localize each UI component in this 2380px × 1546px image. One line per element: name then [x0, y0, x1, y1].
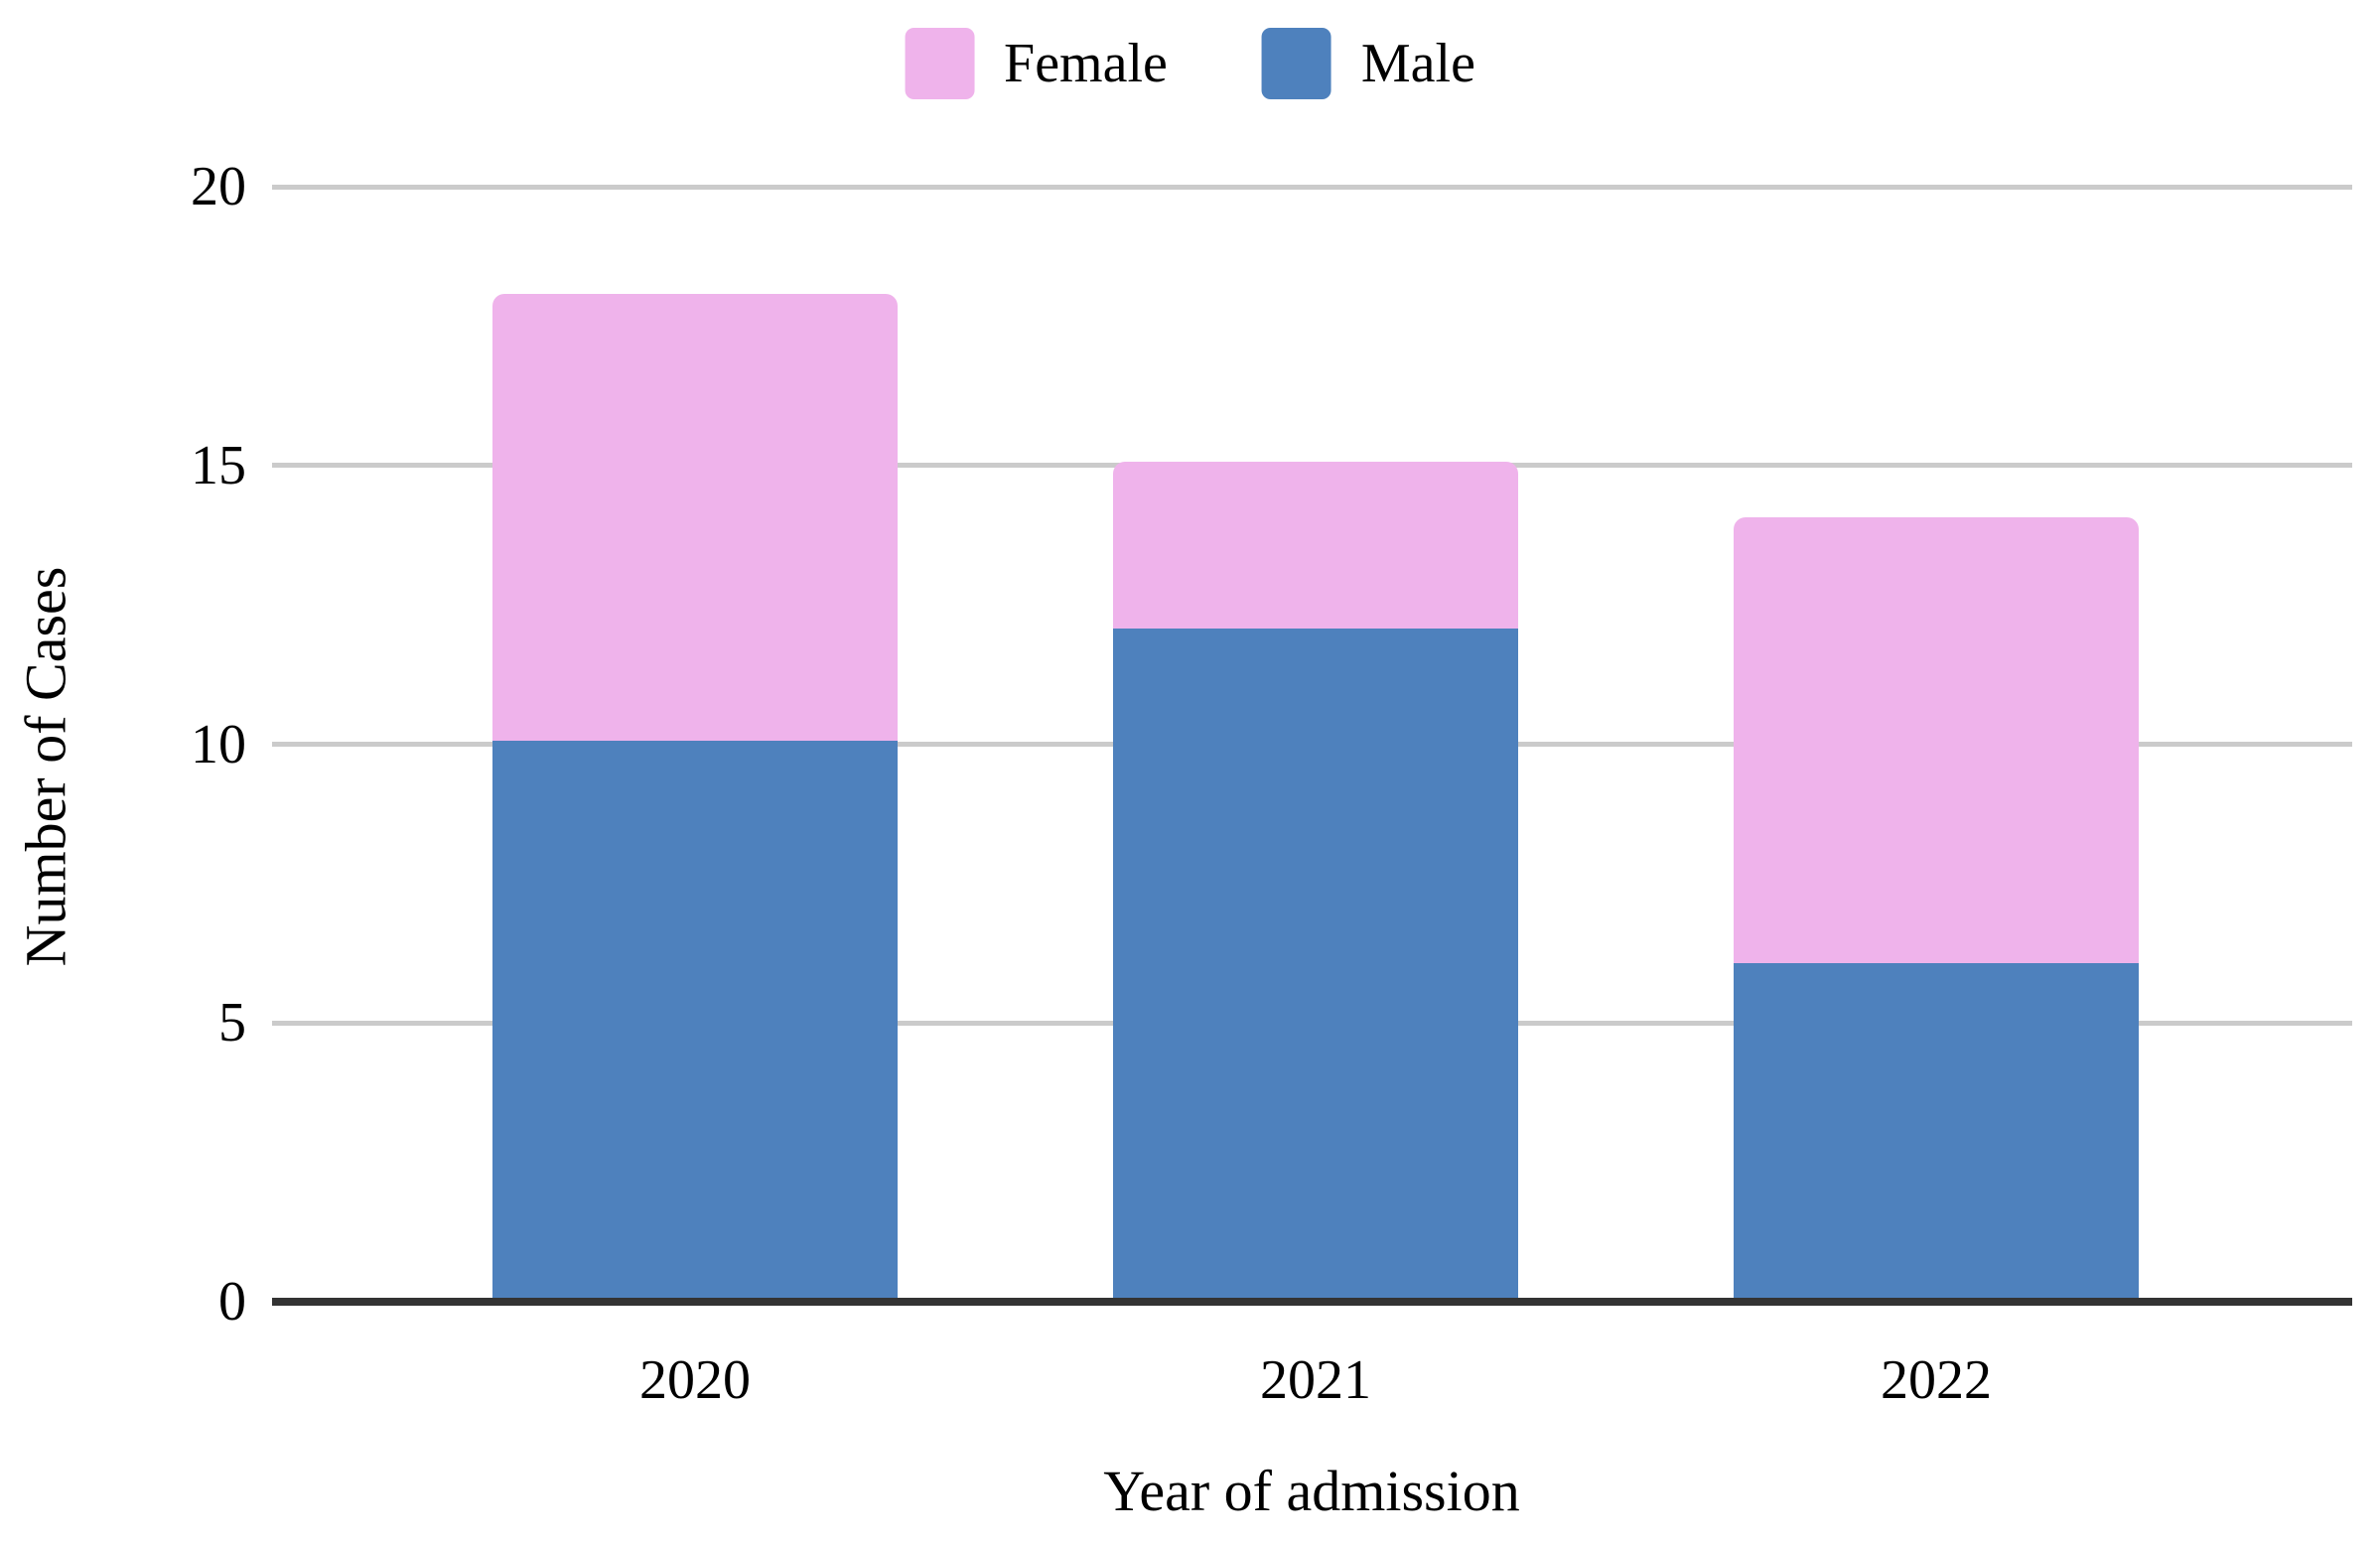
bar-segment-2021-male [1113, 629, 1518, 1298]
legend-item-female: Female [905, 28, 1168, 99]
x-tick-label-2020: 2020 [639, 1349, 751, 1411]
x-tick-label-2022: 2022 [1881, 1349, 1992, 1411]
bar-segment-2022-female [1734, 516, 2139, 964]
bar-column-2022 [1734, 516, 2139, 1298]
legend-label-male: Male [1360, 33, 1475, 94]
bar-column-2021 [1113, 461, 1518, 1298]
x-axis-title: Year of admission [1103, 1459, 1520, 1523]
bar-segment-2020-male [492, 740, 898, 1298]
legend: Female Male [905, 28, 1475, 99]
bar-segment-2022-male [1734, 963, 2139, 1298]
gridline-y-20 [272, 184, 2352, 190]
male-color-swatch [1261, 28, 1331, 99]
bar-segment-2021-female [1113, 461, 1518, 630]
y-tick-label-20: 20 [191, 156, 246, 217]
bar-segment-2020-female [492, 294, 898, 741]
legend-item-male: Male [1261, 28, 1475, 99]
y-axis-title: Number of Cases [13, 566, 78, 967]
legend-label-female: Female [1004, 33, 1168, 94]
bar-column-2020 [492, 294, 898, 1298]
y-tick-label-5: 5 [218, 992, 246, 1054]
female-color-swatch [905, 28, 975, 99]
y-tick-label-0: 0 [218, 1271, 246, 1333]
x-tick-label-2021: 2021 [1260, 1349, 1371, 1411]
x-axis-line [272, 1298, 2352, 1306]
y-tick-label-15: 15 [191, 434, 246, 496]
plot-area [272, 184, 2352, 1298]
